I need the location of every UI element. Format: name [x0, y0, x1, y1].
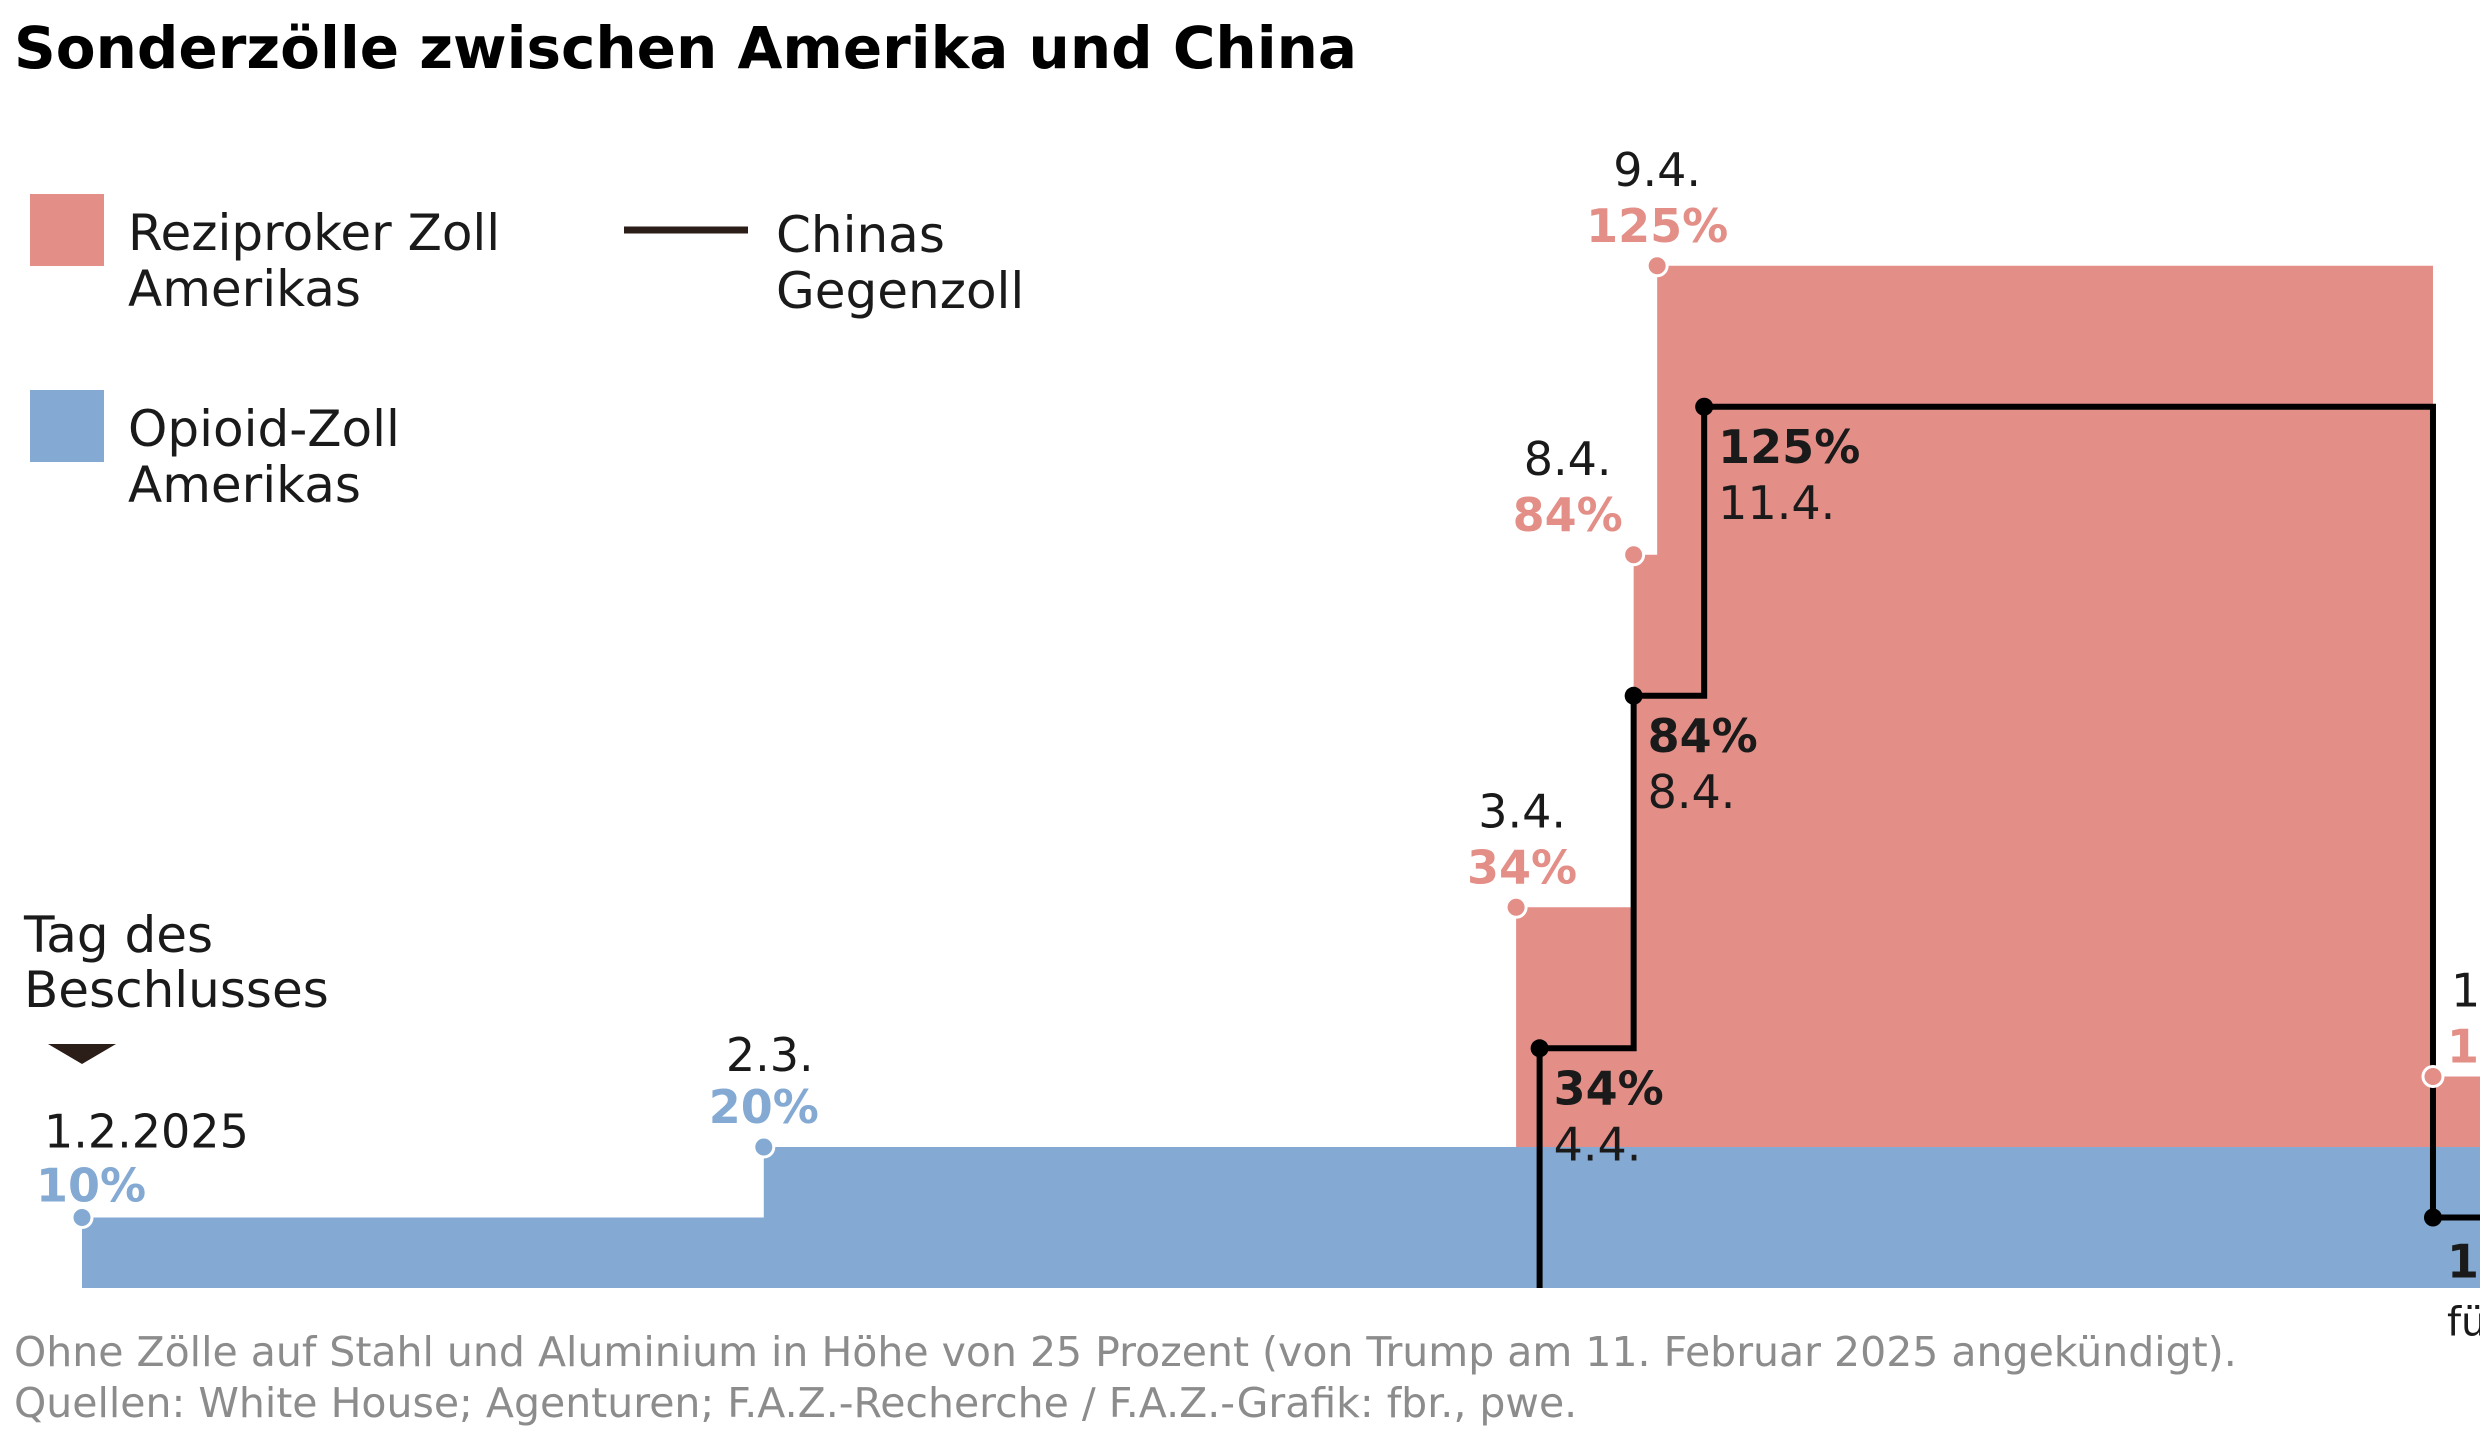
reciprocal-pct-label: 10% — [2447, 1020, 2480, 1074]
legend-label-opioid-1: Opioid-Zoll — [128, 400, 400, 458]
legend-label-opioid-2: Amerikas — [128, 456, 361, 514]
reciprocal-date-label: 12.5. — [2451, 964, 2480, 1018]
reciprocal-date-label: 3.4. — [1478, 784, 1566, 838]
opioid-pct-label: 10% — [36, 1159, 146, 1213]
footnote-line2: Quellen: White House; Agenturen; F.A.Z.-… — [14, 1379, 1577, 1427]
plot-area: 1.2.202510%2.3.20%3.4.34%8.4.84%9.4.125%… — [36, 143, 2480, 1346]
reciprocal-point — [2421, 1065, 2445, 1088]
legend-swatch-opioid — [30, 390, 104, 462]
china-date-label: für 90 Tage — [2447, 1300, 2480, 1346]
china-point — [1695, 397, 1714, 416]
legend-label-reciprocal-1: Reziproker Zoll — [128, 204, 500, 262]
decision-arrow-icon — [48, 1044, 116, 1064]
reciprocal-point — [1622, 543, 1646, 567]
reciprocal-point — [1645, 254, 1669, 278]
china-point — [2423, 1208, 2442, 1227]
legend-swatch-reciprocal — [30, 194, 104, 266]
opioid-pct-label: 20% — [709, 1080, 819, 1134]
china-date-label: 8.4. — [1648, 765, 1736, 819]
china-date-label: 11.4. — [1718, 476, 1835, 530]
china-point — [1624, 686, 1643, 705]
legend-label-reciprocal-2: Amerikas — [128, 260, 361, 318]
china-point — [1530, 1039, 1549, 1058]
opioid-point — [752, 1135, 776, 1159]
opioid-area — [82, 1147, 2480, 1288]
china-pct-label: 10% — [2447, 1235, 2480, 1289]
reciprocal-area — [1516, 265, 2480, 1147]
reciprocal-date-label: 9.4. — [1613, 143, 1701, 197]
opioid-point — [70, 1206, 94, 1229]
decision-note-line1: Tag des — [23, 906, 213, 964]
china-line — [1536, 403, 2480, 1288]
reciprocal-point — [1504, 895, 1528, 919]
opioid-date-label: 2.3. — [726, 1028, 814, 1082]
legend-label-china-1: Chinas — [776, 206, 945, 264]
reciprocal-pct-label: 125% — [1586, 199, 1728, 253]
china-pct-label: 125% — [1718, 420, 1860, 474]
reciprocal-pct-label: 84% — [1513, 488, 1623, 542]
legend-label-china-2: Gegenzoll — [776, 262, 1024, 320]
decision-note-line2: Beschlusses — [24, 961, 329, 1019]
legend: Reziproker Zoll Amerikas Opioid-Zoll Ame… — [30, 194, 1024, 514]
reciprocal-date-label: 8.4. — [1524, 432, 1612, 486]
footnote-line1: Ohne Zölle auf Stahl und Aluminium in Hö… — [14, 1328, 2237, 1376]
china-date-label: 4.4. — [1554, 1117, 1642, 1171]
china-pct-label: 84% — [1648, 709, 1758, 763]
chart-title: Sonderzölle zwischen Amerika und China — [14, 14, 1357, 82]
china-pct-label: 34% — [1554, 1061, 1664, 1115]
opioid-date-label: 1.2.2025 — [44, 1105, 249, 1159]
reciprocal-pct-label: 34% — [1467, 840, 1577, 894]
